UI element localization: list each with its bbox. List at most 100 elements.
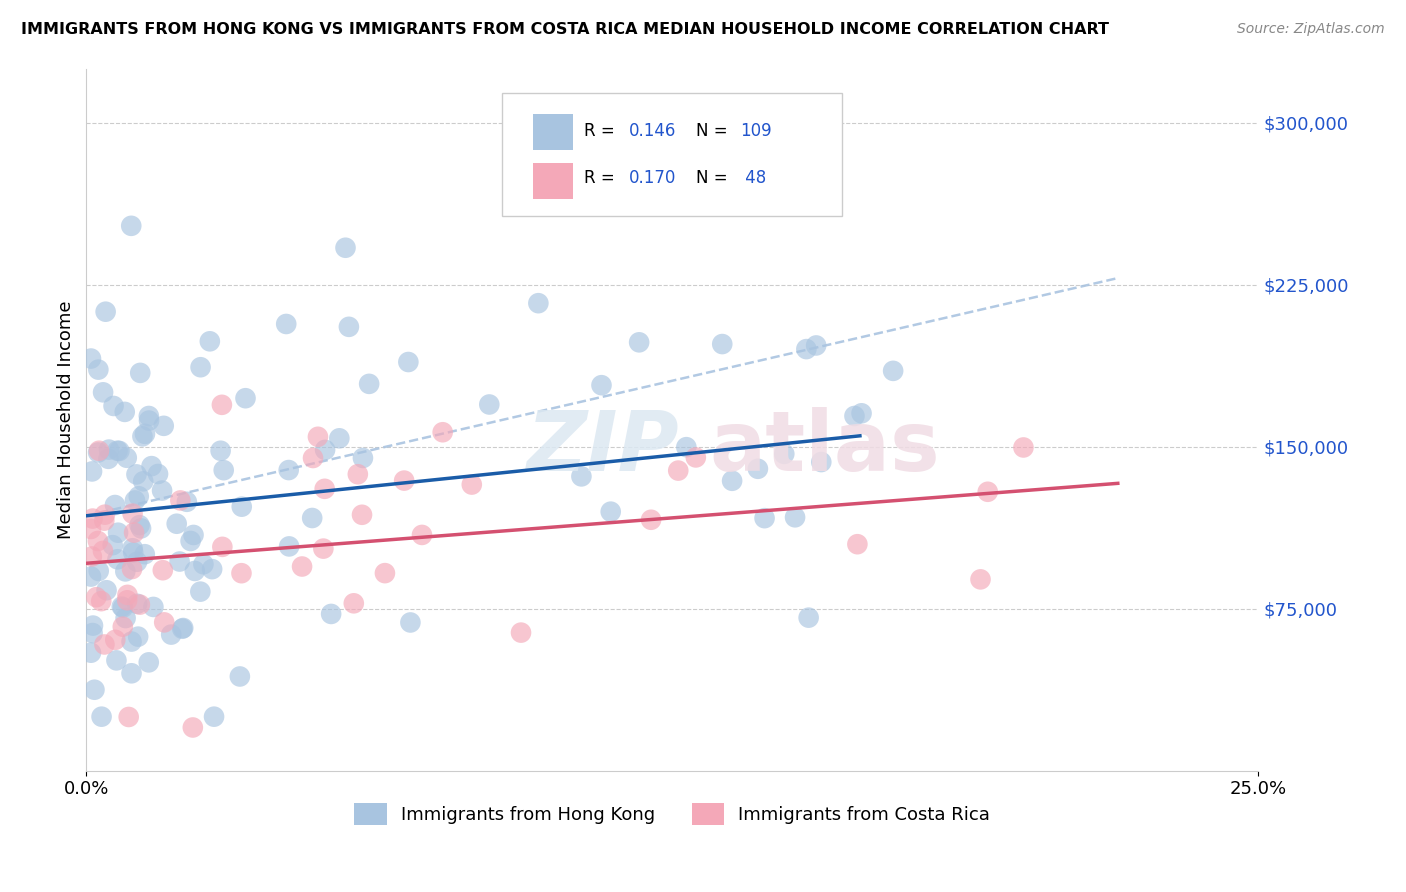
Text: Source: ZipAtlas.com: Source: ZipAtlas.com: [1237, 22, 1385, 37]
Point: [90, 709, 112, 723]
Point: [128, 489, 150, 503]
Point: [107, 525, 129, 540]
Point: [599, 505, 621, 519]
Point: [128, 598, 150, 612]
Point: [628, 335, 651, 350]
Point: [804, 338, 827, 352]
Point: [93, 514, 115, 528]
Point: [352, 450, 374, 465]
Point: [399, 615, 422, 630]
Point: [142, 599, 165, 614]
Point: [312, 541, 335, 556]
Point: [478, 397, 501, 411]
Point: [977, 484, 1000, 499]
Point: [97, 442, 120, 457]
Point: [172, 622, 194, 636]
Point: [184, 564, 207, 578]
Point: [166, 516, 188, 531]
Point: [844, 409, 866, 423]
Point: [121, 634, 143, 648]
Point: [846, 537, 869, 551]
Y-axis label: Median Household Income: Median Household Income: [58, 301, 75, 539]
Point: [146, 467, 169, 481]
Point: [82, 626, 104, 640]
Point: [277, 463, 299, 477]
Point: [201, 562, 224, 576]
Point: [82, 511, 104, 525]
Point: [125, 555, 148, 569]
Point: [80, 465, 103, 479]
FancyBboxPatch shape: [533, 114, 572, 151]
Text: atlas: atlas: [710, 407, 941, 488]
Point: [591, 378, 613, 392]
Point: [773, 447, 796, 461]
Point: [190, 360, 212, 375]
Point: [231, 500, 253, 514]
Point: [810, 455, 832, 469]
Point: [121, 541, 143, 556]
Text: ZIP: ZIP: [526, 407, 678, 488]
Point: [141, 459, 163, 474]
Point: [91, 544, 114, 558]
Point: [122, 525, 145, 540]
Point: [107, 443, 129, 458]
Text: 48: 48: [741, 169, 766, 187]
Legend: Immigrants from Hong Kong, Immigrants from Costa Rica: Immigrants from Hong Kong, Immigrants fr…: [354, 803, 990, 825]
Point: [82, 618, 104, 632]
Point: [153, 615, 176, 630]
Text: IMMIGRANTS FROM HONG KONG VS IMMIGRANTS FROM COSTA RICA MEDIAN HOUSEHOLD INCOME : IMMIGRANTS FROM HONG KONG VS IMMIGRANTS …: [21, 22, 1109, 37]
Point: [132, 475, 155, 489]
Point: [666, 464, 689, 478]
Point: [112, 600, 135, 615]
Point: [111, 620, 134, 634]
Point: [117, 588, 139, 602]
Point: [685, 450, 707, 465]
Point: [291, 559, 314, 574]
Point: [783, 510, 806, 524]
Point: [80, 351, 103, 366]
Text: R =: R =: [585, 169, 620, 187]
Point: [114, 611, 136, 625]
Point: [392, 474, 415, 488]
Point: [160, 627, 183, 641]
Point: [851, 406, 873, 420]
Point: [314, 442, 336, 457]
Text: N =: N =: [696, 169, 733, 187]
Point: [193, 558, 215, 572]
Point: [276, 317, 298, 331]
Point: [138, 409, 160, 423]
Point: [114, 565, 136, 579]
Point: [103, 399, 125, 413]
Point: [124, 493, 146, 508]
Point: [302, 450, 325, 465]
Point: [229, 669, 252, 683]
Text: 0.146: 0.146: [628, 121, 676, 139]
Point: [796, 342, 818, 356]
Point: [87, 362, 110, 376]
Point: [461, 477, 484, 491]
Point: [347, 467, 370, 482]
Point: [101, 538, 124, 552]
Point: [1012, 441, 1035, 455]
Point: [104, 498, 127, 512]
Point: [115, 450, 138, 465]
Point: [118, 710, 141, 724]
Point: [87, 564, 110, 578]
Point: [169, 493, 191, 508]
Point: [321, 607, 343, 621]
Point: [152, 418, 174, 433]
Point: [343, 596, 366, 610]
Point: [374, 566, 396, 581]
Point: [152, 563, 174, 577]
Point: [411, 528, 433, 542]
Point: [711, 337, 734, 351]
Point: [181, 721, 204, 735]
Point: [96, 583, 118, 598]
Point: [301, 511, 323, 525]
Point: [125, 467, 148, 482]
Point: [131, 429, 153, 443]
Point: [121, 666, 143, 681]
Point: [94, 304, 117, 318]
Point: [183, 528, 205, 542]
Point: [335, 241, 357, 255]
